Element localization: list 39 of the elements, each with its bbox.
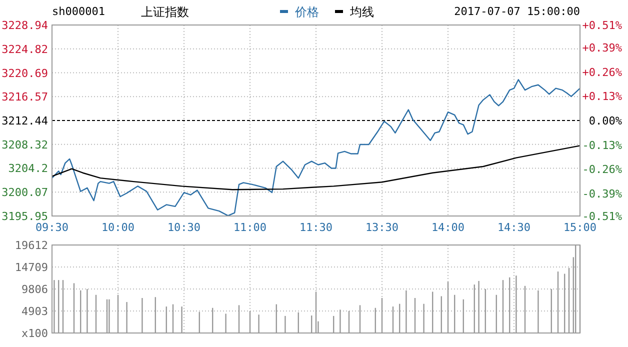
y-tick-label: 3212.44 <box>2 114 48 128</box>
x-tick-label: 09:30 <box>35 221 69 234</box>
y2-tick-label: +0.39% <box>582 41 622 54</box>
y2-tick-label: +0.26% <box>582 66 622 79</box>
y2-tick-label: +0.51% <box>582 19 622 32</box>
y-tick-label: 19612 <box>14 239 48 252</box>
x-tick-label: 10:30 <box>167 221 201 234</box>
y2-tick-label: -0.51% <box>582 210 622 223</box>
y-tick-label: 3208.32 <box>2 138 48 152</box>
y2-tick-label: -0.39% <box>582 188 622 201</box>
x-tick-label: 10:00 <box>101 221 135 234</box>
y-tick-label: 3216.57 <box>2 90 48 104</box>
legend-label: 均线 <box>349 5 374 19</box>
x-tick-label: 15:00 <box>563 221 597 234</box>
y-tick-label: 3220.69 <box>2 66 48 80</box>
x-tick-label: 11:30 <box>299 221 333 234</box>
y-tick-label: 3228.94 <box>2 19 48 32</box>
y2-tick-label: -0.26% <box>582 163 622 176</box>
y2-tick-label: +0.13% <box>582 90 622 104</box>
chart-subtitle: sh000001 <box>52 5 105 18</box>
x-tick-label: 14:30 <box>497 221 531 234</box>
y-tick-label: 14709 <box>14 261 48 274</box>
line-series <box>51 79 581 216</box>
y-tick-label: 9806 <box>22 283 48 296</box>
x-tick-label: 14:00 <box>431 221 465 234</box>
y2-tick-label: -0.13% <box>582 138 622 152</box>
line-series <box>51 145 581 190</box>
y2-tick-label: 0.00% <box>588 114 622 128</box>
y-tick-label: 3195.95 <box>2 210 48 223</box>
y-tick-label: 3224.82 <box>2 42 48 56</box>
y-tick-label: x100 <box>22 327 48 340</box>
x-tick-label: 13:30 <box>365 221 399 234</box>
y-tick-label: 4903 <box>22 305 48 318</box>
legend-label: 价格 <box>294 5 319 19</box>
text: 2017-07-07 15:00:00 <box>454 5 580 18</box>
x-tick-label: 11:00 <box>233 221 267 234</box>
y-tick-label: 3204.2 <box>8 162 48 176</box>
y-tick-label: 3200.07 <box>2 186 48 200</box>
chart-title: 上证指数 <box>141 5 189 19</box>
